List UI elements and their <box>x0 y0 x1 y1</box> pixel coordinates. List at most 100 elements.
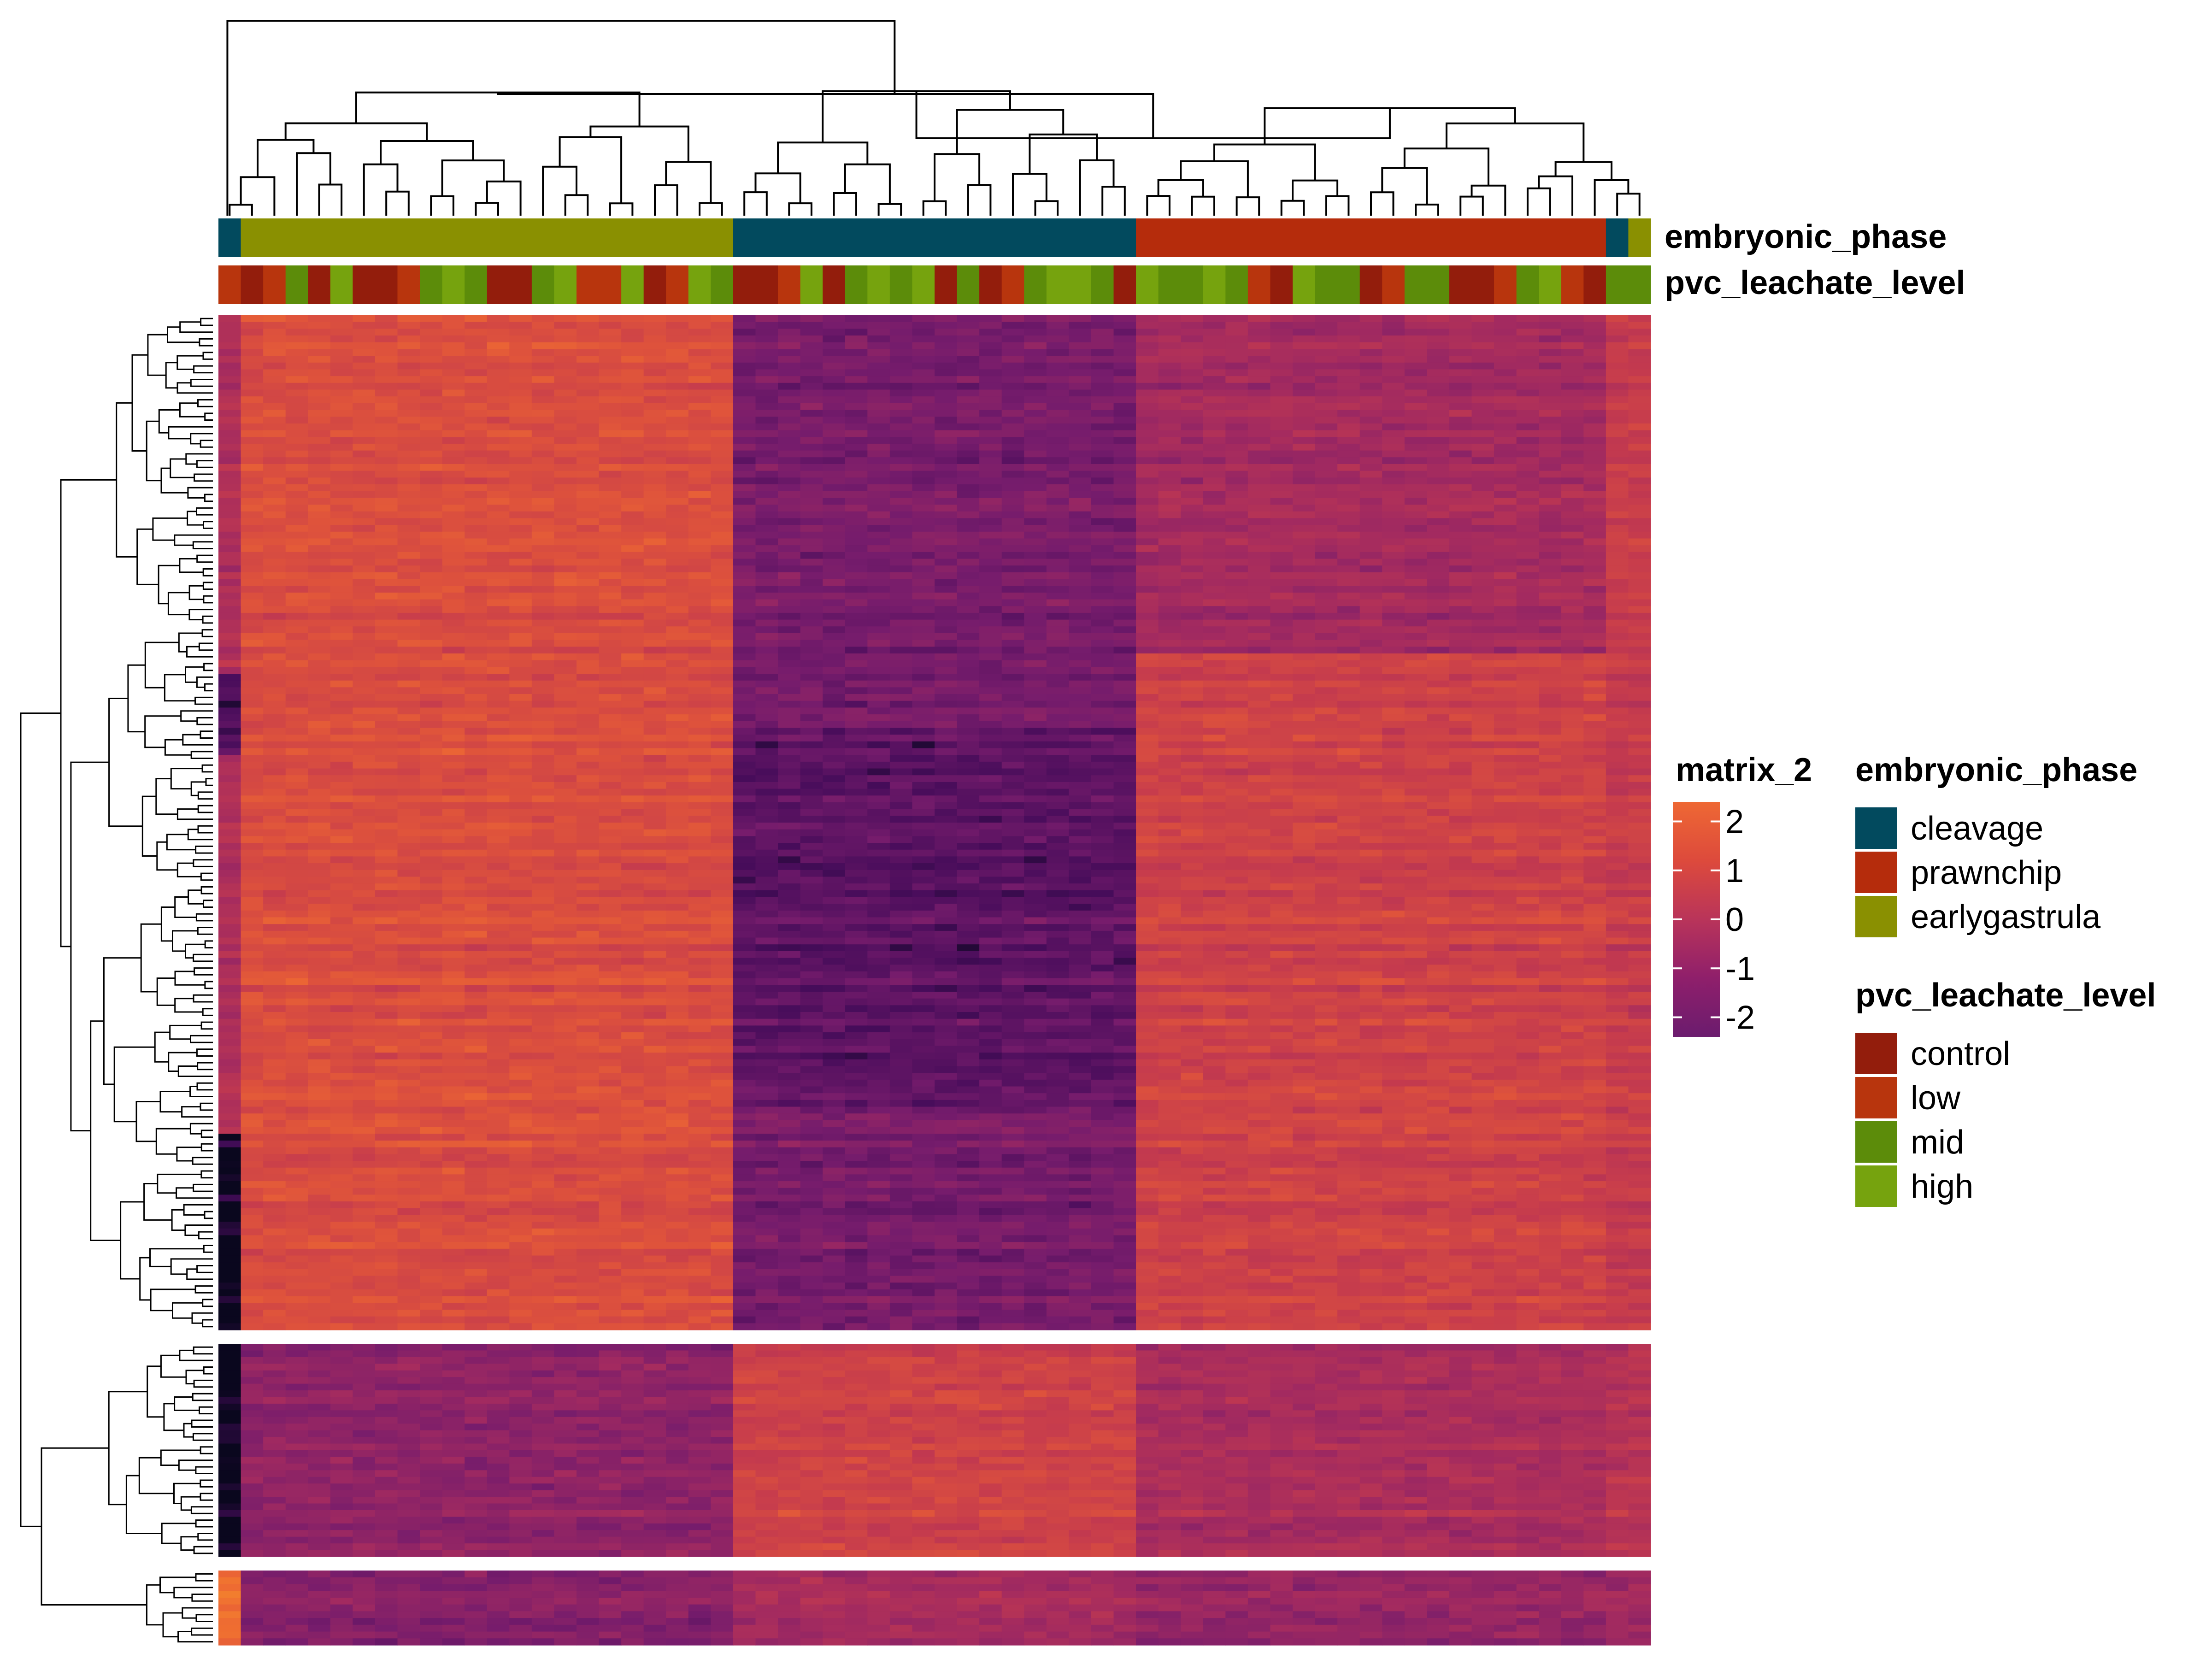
heatmap-cell <box>621 741 644 749</box>
heatmap-cell <box>1091 322 1114 329</box>
heatmap-cell <box>1315 755 1338 762</box>
heatmap-cell <box>1158 498 1181 505</box>
heatmap-cell <box>285 565 308 573</box>
row-dendrogram-branch <box>196 507 213 516</box>
heatmap-cell <box>1628 342 1651 349</box>
heatmap-cell <box>263 349 286 356</box>
heatmap-cell <box>1583 335 1606 343</box>
heatmap-cell <box>889 795 913 803</box>
heatmap-cell <box>353 782 376 789</box>
heatmap-cell <box>621 700 644 708</box>
heatmap-cell <box>733 349 756 356</box>
heatmap-cell <box>1293 741 1316 749</box>
heatmap-cell <box>935 525 958 532</box>
heatmap-cell <box>1091 477 1114 485</box>
heatmap-cell <box>1516 329 1539 336</box>
heatmap-cell <box>554 788 577 796</box>
heatmap-cell <box>330 471 353 478</box>
row-dendrogram-branch <box>197 805 213 813</box>
heatmap-cell <box>1315 545 1338 553</box>
heatmap-cell <box>1181 329 1204 336</box>
heatmap-cell <box>397 586 420 593</box>
heatmap-cell <box>1069 417 1092 424</box>
heatmap-cell <box>1315 559 1338 566</box>
heatmap-cell <box>1583 498 1606 505</box>
row-dendrogram-branch <box>190 1506 213 1514</box>
heatmap-cell <box>957 599 980 606</box>
heatmap-cell <box>308 640 331 647</box>
heatmap-cell <box>531 599 555 606</box>
heatmap-cell <box>1270 626 1293 634</box>
heatmap-cell <box>1359 335 1382 343</box>
heatmap-cell <box>375 592 398 600</box>
heatmap-cell <box>577 498 600 505</box>
heatmap-cell <box>1136 518 1159 525</box>
heatmap-slice-1 <box>218 315 1651 1330</box>
heatmap-cell <box>1158 450 1181 458</box>
heatmap-cell <box>1494 592 1517 600</box>
heatmap-cell <box>353 356 376 363</box>
heatmap-cell <box>889 329 913 336</box>
heatmap-cell <box>531 505 555 512</box>
heatmap-cell <box>1270 586 1293 593</box>
heatmap-cell <box>711 606 734 613</box>
heatmap-cell <box>912 362 935 370</box>
heatmap-cell <box>621 525 644 532</box>
column-dendrogram-branch <box>1370 191 1394 216</box>
heatmap-cell <box>353 498 376 505</box>
heatmap-cell <box>733 782 756 789</box>
heatmap-cell <box>666 775 689 782</box>
heatmap-cell <box>733 728 756 735</box>
heatmap-cell <box>1382 633 1405 641</box>
heatmap-cell <box>442 315 465 323</box>
heatmap-cell <box>1583 741 1606 749</box>
heatmap-cell <box>285 788 308 796</box>
heatmap-cell <box>845 464 868 471</box>
heatmap-cell <box>755 741 778 749</box>
heatmap-cell <box>285 700 308 708</box>
heatmap-cell <box>330 423 353 431</box>
heatmap-cell <box>308 735 331 742</box>
heatmap-cell <box>241 680 264 688</box>
heatmap-cell <box>487 417 510 424</box>
heatmap-cell <box>889 755 913 762</box>
heatmap-cell <box>577 572 600 580</box>
heatmap-cell <box>1516 430 1539 437</box>
heatmap-cell <box>867 349 890 356</box>
heatmap-cell <box>957 559 980 566</box>
heatmap-cell <box>1225 417 1248 424</box>
heatmap-cell <box>755 559 778 566</box>
heatmap-cell <box>1091 586 1114 593</box>
heatmap-cell <box>1404 417 1427 424</box>
heatmap-cell <box>823 322 846 329</box>
heatmap-cell <box>330 612 353 620</box>
heatmap-cell <box>285 349 308 356</box>
heatmap-cell <box>1404 538 1427 546</box>
heatmap-cell <box>442 660 465 667</box>
heatmap-cell <box>1516 728 1539 735</box>
heatmap-cell <box>1606 417 1629 424</box>
heatmap-cell <box>1561 755 1584 762</box>
heatmap-cell <box>1113 369 1136 377</box>
heatmap-cell <box>330 505 353 512</box>
heatmap-cell <box>1203 660 1226 667</box>
heatmap-cell <box>330 389 353 397</box>
heatmap-cell <box>778 315 801 323</box>
heatmap-cell <box>1113 329 1136 336</box>
heatmap-cell <box>1293 349 1316 356</box>
heatmap-cell <box>1293 660 1316 667</box>
heatmap-cell <box>1293 761 1316 769</box>
heatmap-cell <box>509 768 532 776</box>
heatmap-cell <box>823 349 846 356</box>
heatmap-cell <box>263 525 286 532</box>
heatmap-cell <box>1628 700 1651 708</box>
heatmap-cell <box>1583 626 1606 634</box>
heatmap-cell <box>375 349 398 356</box>
heatmap-cell <box>867 389 890 397</box>
heatmap-cell <box>465 788 488 796</box>
annotation-cell-pvc-leachate-level <box>1158 265 1181 304</box>
heatmap-cell <box>509 559 532 566</box>
heatmap-cell <box>442 362 465 370</box>
heatmap-cell <box>733 545 756 553</box>
heatmap-cell <box>733 511 756 518</box>
